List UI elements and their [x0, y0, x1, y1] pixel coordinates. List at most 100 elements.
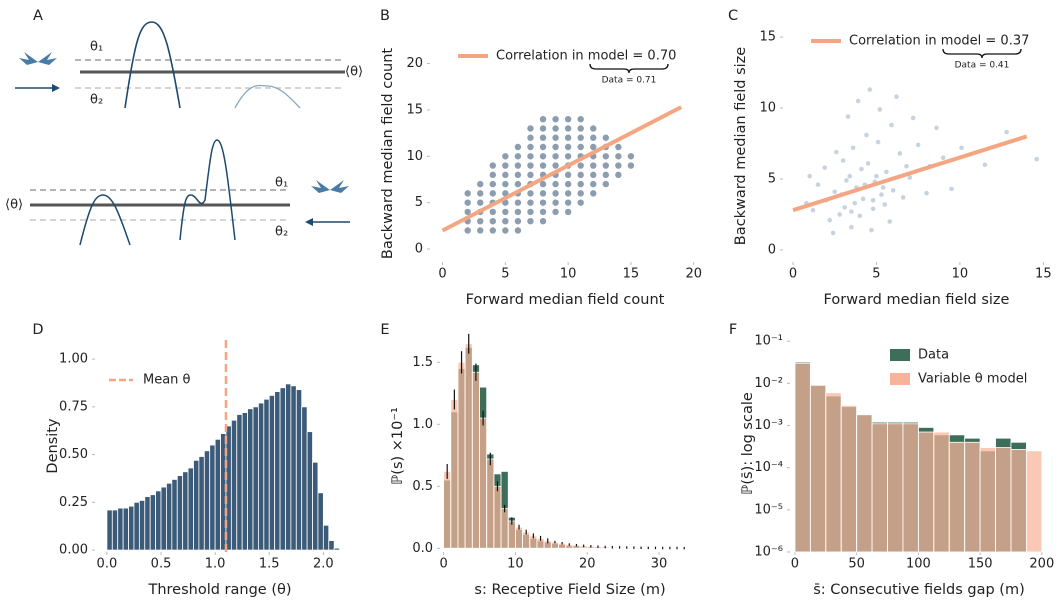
scatter-point [502, 153, 509, 160]
scatter-point [590, 125, 597, 132]
x-tick-label: 0.0 [97, 557, 118, 572]
scatter-point [539, 134, 547, 141]
y-tick-label: 0 [415, 242, 423, 257]
fit-line [441, 105, 683, 233]
hist-bar [328, 540, 335, 551]
hist-bar [295, 389, 303, 551]
scatter-point [807, 173, 812, 179]
y-tick-label: 20 [406, 56, 423, 71]
x-tick-label: 1.0 [205, 557, 226, 572]
scatter-point [527, 190, 534, 197]
scatter-point [564, 134, 572, 141]
scatter-point [489, 180, 496, 188]
y-tick-label: 10 [406, 149, 423, 164]
x-tick-label: 20 [685, 267, 702, 282]
scatter-point [552, 153, 559, 160]
scatter-point [949, 186, 954, 192]
annotation: Data = 0.71 [602, 76, 657, 86]
hist-bar [187, 467, 194, 551]
scatter-point [602, 180, 610, 188]
scatter-point [887, 219, 893, 224]
hist-bar [203, 450, 211, 551]
scatter-point [527, 162, 534, 169]
arrow-head [52, 84, 60, 92]
scatter-point [627, 162, 635, 169]
scatter-point [539, 153, 547, 160]
hist-bar [1025, 450, 1043, 553]
hist-bar [1010, 449, 1027, 553]
panel-letter: D [32, 322, 43, 338]
hist-bar [290, 385, 297, 551]
hist-bar [263, 398, 270, 551]
bat-icon [19, 52, 57, 65]
theta-label: θ₁ [275, 176, 288, 191]
scatter-point [602, 171, 610, 179]
scatter-point [577, 171, 584, 179]
scatter-point [552, 199, 559, 206]
scatter-point [852, 200, 858, 206]
x-tick-label: 30 [651, 557, 668, 572]
hist-bar [106, 509, 113, 551]
hist-bar [471, 371, 480, 549]
scatter-point [577, 125, 584, 132]
scatter-point [552, 162, 559, 169]
x-axis-label: Forward median field size [824, 292, 1010, 308]
scatter-point [527, 199, 534, 206]
scatter-point [880, 185, 886, 190]
hist-bar [964, 441, 981, 553]
panel-letter: E [380, 322, 389, 338]
hist-bar [948, 441, 966, 553]
scatter-point [855, 98, 861, 104]
scatter-point [514, 171, 522, 179]
hist-bar [486, 458, 495, 549]
scatter-point [514, 208, 522, 216]
theta-label: θ₂ [90, 93, 103, 108]
scatter-point [514, 143, 522, 151]
hist-bar [171, 479, 178, 551]
hist-bar [995, 447, 1012, 553]
scatter-point [867, 87, 873, 92]
hist-bar [902, 423, 919, 553]
scatter-point [514, 217, 522, 225]
scatter-point [552, 115, 559, 123]
scatter-point [564, 143, 572, 151]
scatter-point [815, 182, 821, 187]
hist-bar [507, 520, 516, 549]
hist-bar [443, 471, 452, 549]
hist-bar [117, 507, 124, 551]
y-tick-label: 0.75 [59, 399, 88, 414]
scatter-point [844, 178, 849, 183]
legend-label: Variable θ model [918, 372, 1027, 387]
scatter-point [865, 161, 871, 166]
scatter-point [849, 224, 854, 230]
scatter-point [615, 143, 622, 151]
scatter-point [577, 190, 584, 197]
scatter-point [874, 173, 879, 179]
scatter-point [477, 199, 484, 206]
hist-bar [301, 406, 308, 551]
y-tick-label: 0 [768, 242, 776, 257]
hist-bar [979, 447, 996, 553]
x-tick-label: 2.0 [313, 557, 334, 572]
scatter-point [870, 206, 876, 212]
scatter-point [577, 115, 584, 123]
bat-icon [311, 180, 349, 193]
scatter-point [539, 208, 547, 216]
scatter-point [827, 217, 833, 223]
annotation: Data = 0.41 [955, 61, 1010, 71]
scatter-point [850, 145, 856, 151]
scatter-point [502, 227, 509, 234]
scatter-point [564, 208, 572, 216]
scatter-point [502, 162, 509, 169]
hist-bar [198, 456, 205, 551]
x-tick-label: 0.5 [151, 557, 172, 572]
x-axis-label: s: Receptive Field Size (m) [474, 582, 665, 598]
scatter-point [539, 143, 547, 151]
hist-bar [274, 391, 281, 551]
scatter-point [489, 162, 496, 169]
x-tick-label: 15 [623, 267, 640, 282]
x-tick-label: 10 [507, 557, 524, 572]
legend-label: Correlation in model = 0.70 [496, 49, 676, 64]
scatter-point [489, 208, 496, 216]
y-tick-label: 10⁻² [754, 376, 783, 391]
